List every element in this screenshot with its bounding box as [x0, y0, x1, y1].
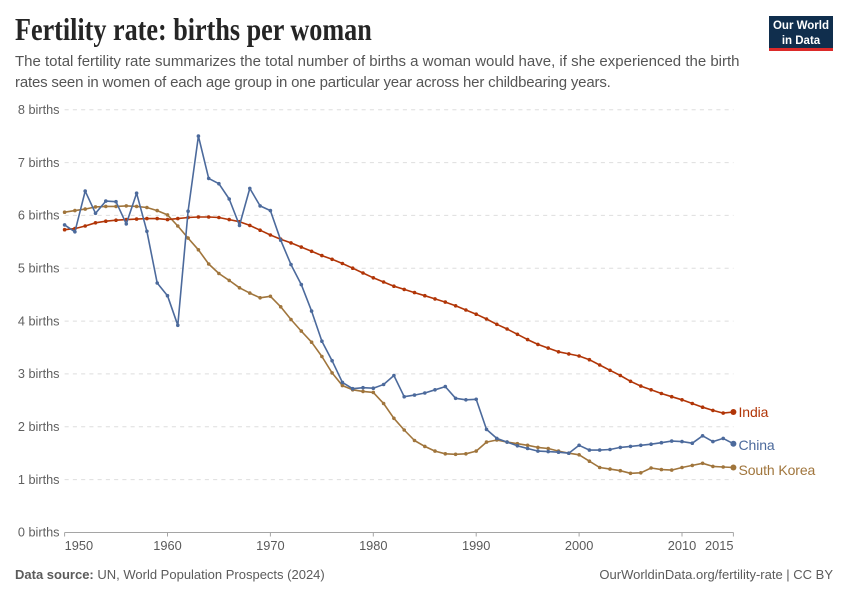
svg-text:South Korea: South Korea	[739, 462, 816, 478]
svg-text:China: China	[739, 437, 775, 453]
svg-text:1990: 1990	[462, 538, 490, 553]
svg-text:India: India	[739, 404, 769, 420]
svg-text:4 births: 4 births	[18, 314, 60, 328]
svg-text:7 births: 7 births	[18, 156, 60, 170]
svg-text:2015: 2015	[705, 538, 733, 553]
svg-text:1 births: 1 births	[18, 473, 60, 487]
svg-text:1980: 1980	[359, 538, 387, 553]
svg-text:6 births: 6 births	[18, 209, 60, 223]
svg-text:2000: 2000	[565, 538, 593, 553]
svg-text:2 births: 2 births	[18, 420, 60, 434]
svg-text:1970: 1970	[256, 538, 284, 553]
svg-text:1950: 1950	[65, 538, 93, 553]
svg-text:8 births: 8 births	[18, 103, 60, 117]
svg-text:2010: 2010	[668, 538, 696, 553]
svg-text:0 births: 0 births	[18, 526, 60, 540]
svg-text:5 births: 5 births	[18, 261, 60, 275]
svg-text:3 births: 3 births	[18, 367, 60, 381]
svg-text:1960: 1960	[153, 538, 181, 553]
